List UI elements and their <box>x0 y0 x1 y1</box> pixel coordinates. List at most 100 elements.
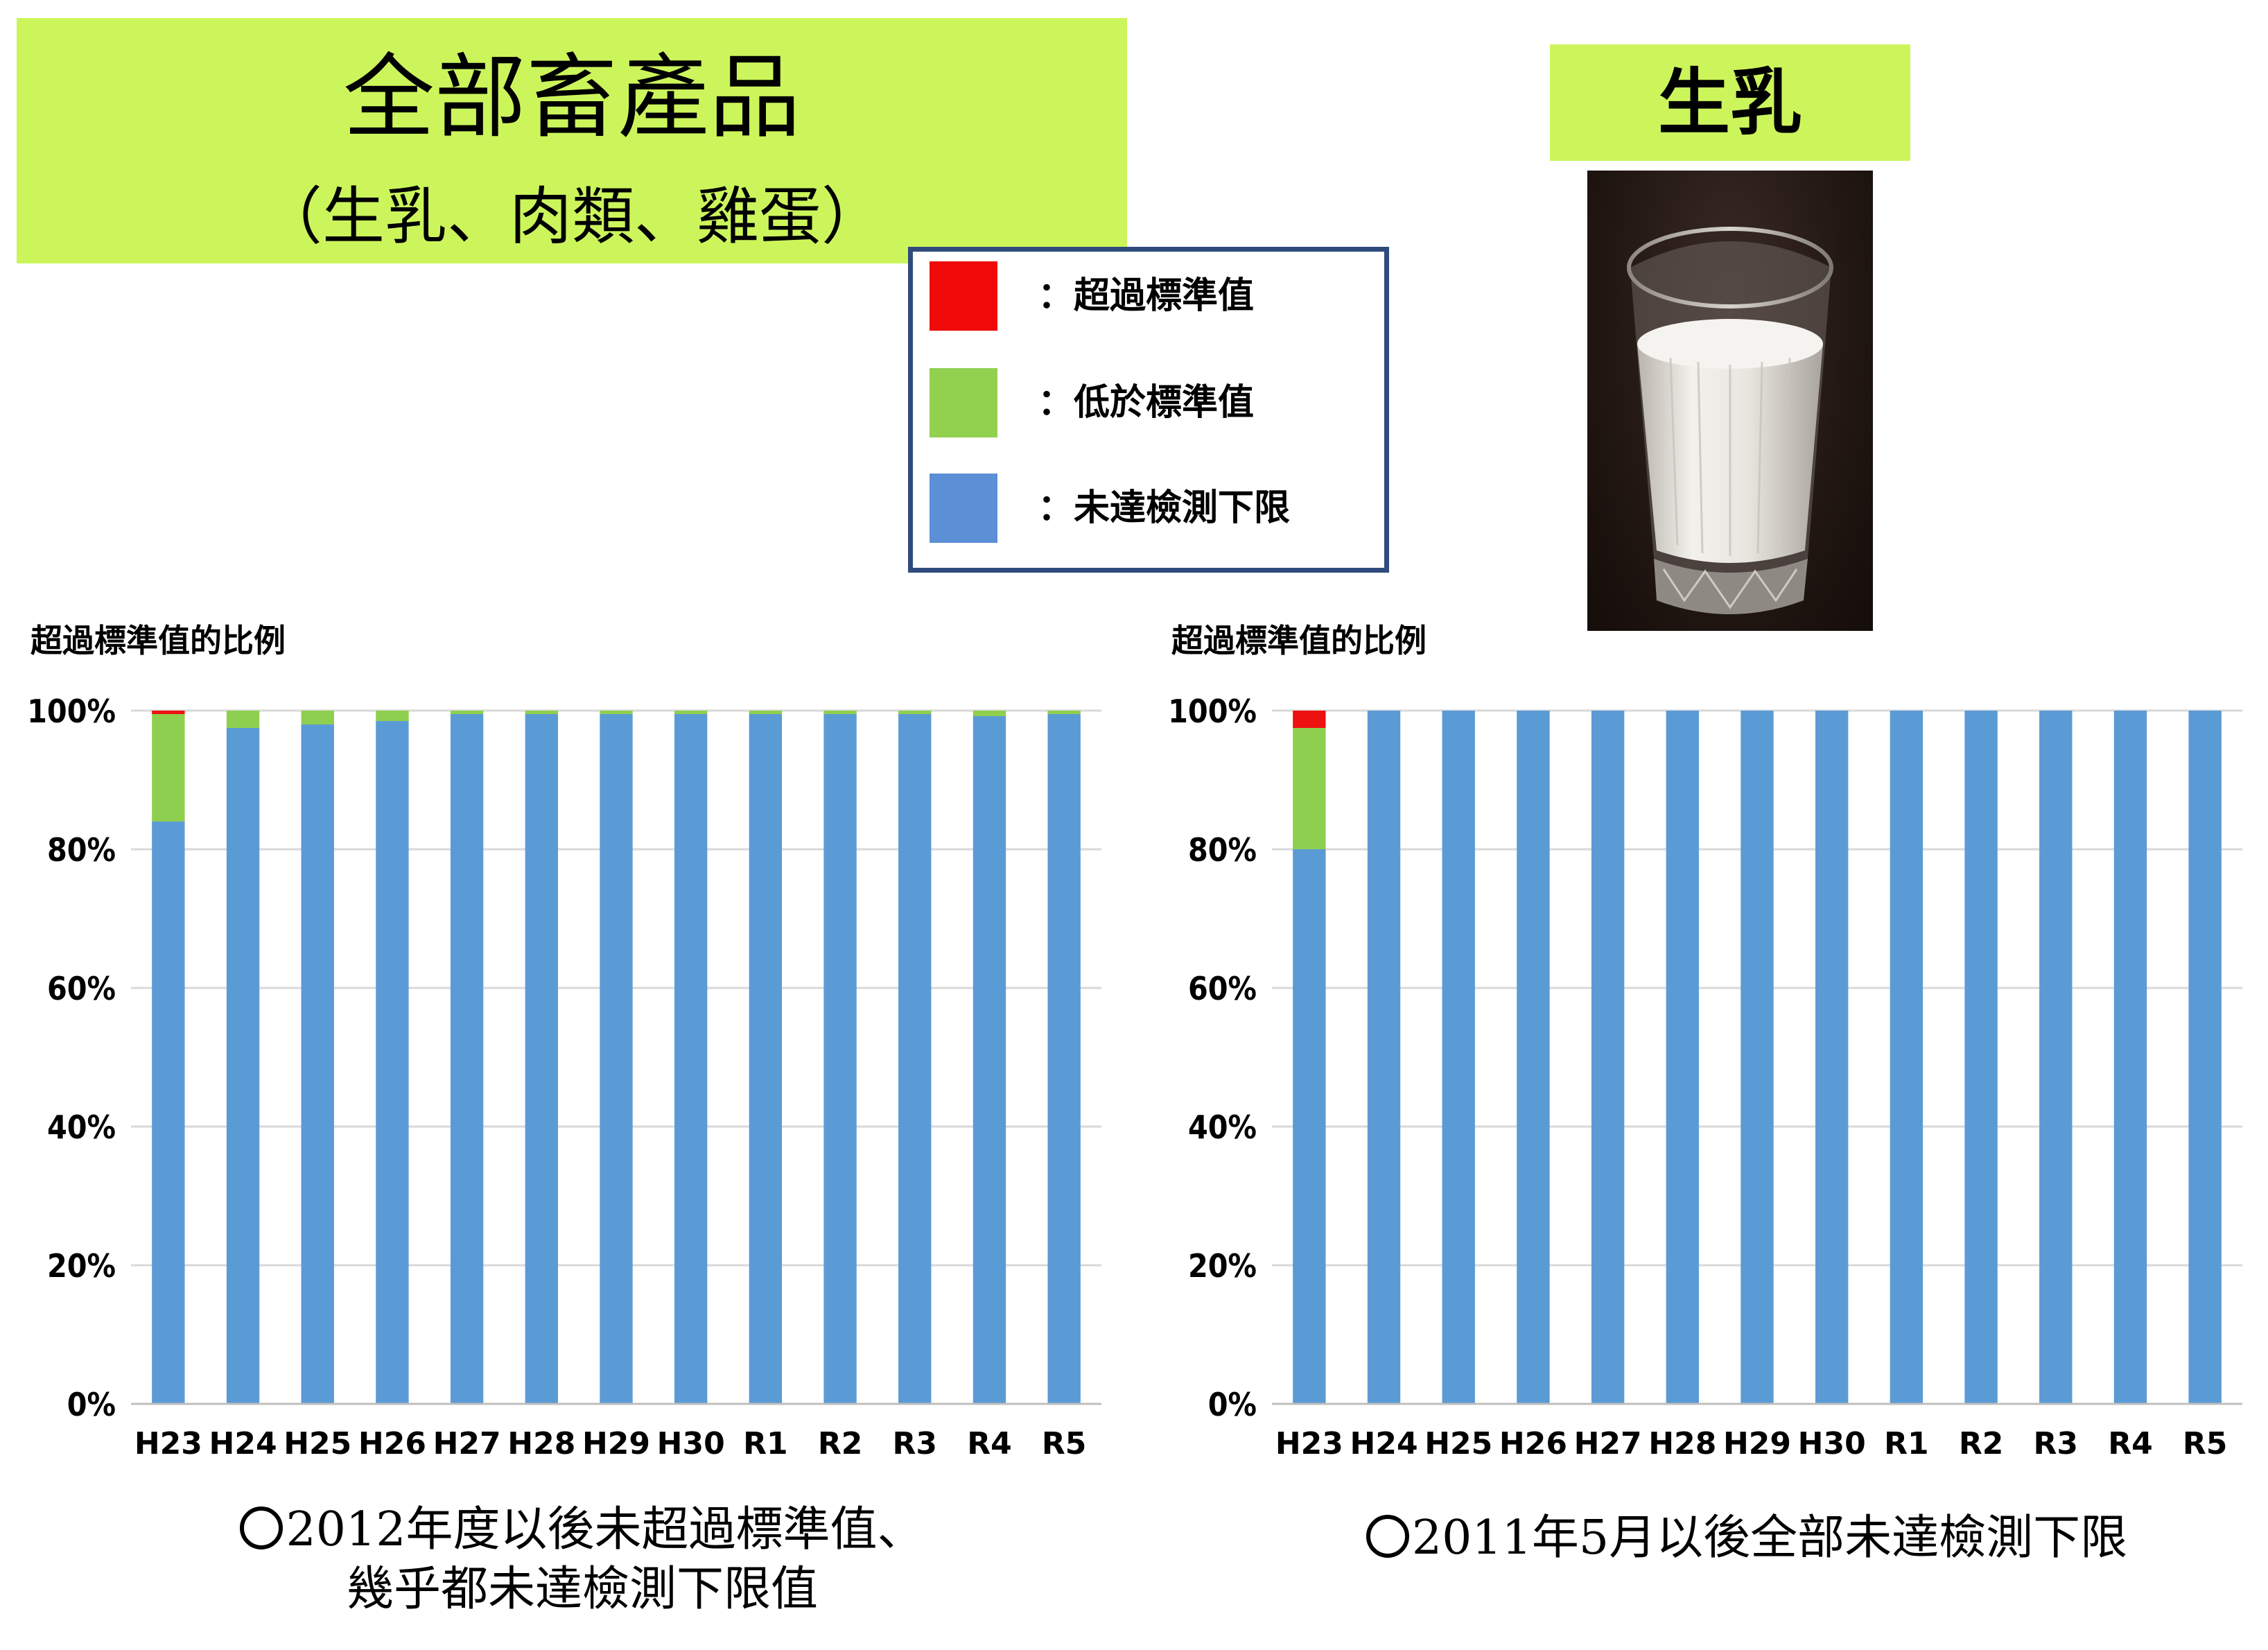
bar-below-standard <box>674 711 708 714</box>
x-tick-label: H23 <box>1275 1426 1343 1461</box>
bar-undetected <box>2188 711 2222 1404</box>
bar-undetected <box>972 716 1006 1404</box>
bar-undetected <box>301 724 334 1404</box>
bar-below-standard <box>823 711 857 714</box>
y-tick-label: 80% <box>1188 831 1257 869</box>
bar-undetected <box>1047 714 1081 1404</box>
bar-undetected <box>1964 711 1998 1404</box>
x-tick-label: R3 <box>2034 1426 2079 1461</box>
bar-undetected <box>226 728 260 1404</box>
x-tick-label: H28 <box>1648 1426 1716 1461</box>
bar-undetected <box>674 714 708 1404</box>
circle-bullet-icon <box>1366 1515 1409 1558</box>
x-tick-label: H23 <box>134 1426 202 1461</box>
legend-swatch-below <box>930 368 997 437</box>
x-tick-label: H27 <box>1574 1426 1642 1461</box>
bar-undetected <box>2039 711 2073 1404</box>
x-tick-label: R4 <box>2108 1426 2153 1461</box>
y-tick-label: 40% <box>47 1109 116 1146</box>
bar-below-standard <box>226 711 260 728</box>
legend-item-below: ：低於標準值 <box>930 368 1373 437</box>
y-tick-label: 100% <box>1168 693 1257 730</box>
x-tick-label: H25 <box>284 1426 351 1461</box>
x-tick-label: H24 <box>1350 1426 1418 1461</box>
bar-undetected <box>1890 711 1924 1404</box>
x-tick-label: H25 <box>1424 1426 1492 1461</box>
bar-undetected <box>376 721 409 1404</box>
x-tick-label: H28 <box>507 1426 575 1461</box>
page-subtitle: （生乳、肉類、雞蛋） <box>260 180 884 253</box>
y-tick-label: 20% <box>1188 1247 1257 1285</box>
x-tick-label: R5 <box>2183 1426 2228 1461</box>
milk-glass-photo <box>1587 171 1873 631</box>
x-tick-label: H30 <box>657 1426 725 1461</box>
x-tick-label: R3 <box>893 1426 938 1461</box>
bar-undetected <box>525 714 558 1404</box>
legend-label-below: ：低於標準值 <box>1038 382 1255 424</box>
caption-left: 2012年度以後未超過標準值、 幾乎都未達檢測下限值 <box>139 1500 1026 1619</box>
bar-undetected <box>749 714 783 1404</box>
x-tick-label: H29 <box>1723 1426 1791 1461</box>
bar-below-standard <box>376 711 409 721</box>
bar-undetected <box>1741 711 1774 1404</box>
bar-undetected <box>1517 711 1550 1404</box>
page-title: 全部畜產品 <box>343 44 801 151</box>
bar-below-standard <box>972 711 1006 716</box>
y-axis-label: 超過標準值的比例 <box>30 622 286 659</box>
bar-undetected <box>1293 849 1326 1404</box>
title-panel: 全部畜產品 （生乳、肉類、雞蛋） <box>17 18 1127 263</box>
y-axis-label: 超過標準值的比例 <box>1171 622 1427 659</box>
caption-left-line1: 2012年度以後未超過標準值、 <box>286 1502 925 1557</box>
y-tick-label: 20% <box>47 1247 116 1285</box>
bar-undetected <box>1367 711 1401 1404</box>
caption-right-line1: 2011年5月以後全部未達檢測下限 <box>1411 1511 2128 1565</box>
y-tick-label: 60% <box>47 970 116 1007</box>
bar-undetected <box>1666 711 1699 1404</box>
bar-below-standard <box>749 711 783 714</box>
y-tick-label: 60% <box>1188 970 1257 1007</box>
bar-exceed-standard <box>1293 711 1326 728</box>
bar-below-standard <box>152 714 185 822</box>
bar-undetected <box>450 714 484 1404</box>
legend-swatch-undetected <box>930 474 997 543</box>
y-tick-label: 100% <box>27 693 116 730</box>
chart-legend: ：超過標準值 ：低於標準值 ：未達檢測下限 <box>908 247 1389 573</box>
y-tick-label: 40% <box>1188 1109 1257 1146</box>
bar-below-standard <box>525 711 558 714</box>
x-tick-label: H26 <box>1499 1426 1567 1461</box>
x-tick-label: R5 <box>1042 1426 1087 1461</box>
bar-below-standard <box>450 711 484 714</box>
bar-undetected <box>600 714 633 1404</box>
x-tick-label: H26 <box>358 1426 426 1461</box>
legend-label-exceed: ：超過標準值 <box>1038 275 1255 317</box>
bar-undetected <box>1591 711 1625 1404</box>
bar-below-standard <box>600 711 633 714</box>
x-tick-label: H30 <box>1798 1426 1866 1461</box>
x-tick-label: R1 <box>743 1426 788 1461</box>
legend-item-undetected: ：未達檢測下限 <box>930 474 1373 543</box>
bar-exceed-standard <box>152 711 185 714</box>
x-tick-label: H24 <box>209 1426 277 1461</box>
bar-below-standard <box>1047 711 1081 714</box>
y-tick-label: 0% <box>1208 1386 1257 1423</box>
caption-right: 2011年5月以後全部未達檢測下限 <box>1275 1509 2218 1568</box>
bar-undetected <box>1442 711 1475 1404</box>
x-tick-label: H27 <box>433 1426 501 1461</box>
legend-swatch-exceed <box>930 261 997 331</box>
bar-undetected <box>152 822 185 1404</box>
legend-item-exceed: ：超過標準值 <box>930 261 1373 331</box>
bar-below-standard <box>301 711 334 724</box>
bar-undetected <box>898 714 932 1404</box>
x-tick-label: R2 <box>818 1426 863 1461</box>
bar-undetected <box>823 714 857 1404</box>
milk-label: 生乳 <box>1550 44 1910 161</box>
x-tick-label: R2 <box>1959 1426 2004 1461</box>
y-tick-label: 80% <box>47 831 116 869</box>
x-tick-label: R4 <box>967 1426 1012 1461</box>
legend-label-undetected: ：未達檢測下限 <box>1038 487 1291 529</box>
bar-undetected <box>1815 711 1849 1404</box>
circle-bullet-icon <box>240 1506 284 1549</box>
x-tick-label: R1 <box>1884 1426 1929 1461</box>
